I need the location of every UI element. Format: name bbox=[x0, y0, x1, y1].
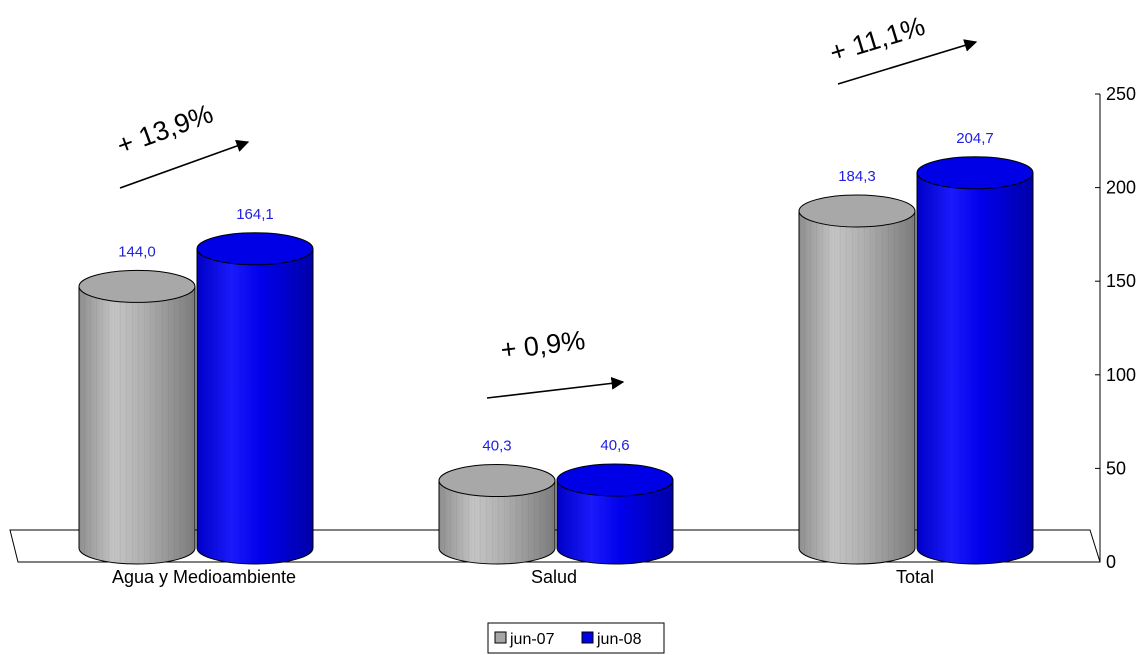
x-axis: Agua y Medioambiente Salud Total bbox=[112, 567, 934, 587]
bar-jun-07-total bbox=[798, 194, 916, 565]
growth-arrow-agua bbox=[119, 139, 250, 189]
annotation-salud: + 0,9% bbox=[486, 325, 625, 399]
category-label-agua: Agua y Medioambiente bbox=[112, 567, 296, 587]
bar-jun-08-salud bbox=[556, 463, 674, 565]
growth-label-total: + 11,1% bbox=[826, 11, 928, 68]
cylinder-top bbox=[196, 232, 314, 266]
y-axis: 0 50 100 150 200 250 bbox=[1095, 84, 1136, 572]
legend: jun-07 jun-08 bbox=[487, 622, 665, 654]
annotation-total: + 11,1% bbox=[826, 11, 978, 85]
data-label-jun-07-total: 184,3 bbox=[838, 168, 876, 185]
growth-arrow-total bbox=[837, 39, 978, 85]
cylinder-top bbox=[78, 269, 196, 303]
cylinder-shading bbox=[557, 479, 673, 564]
cylinder-top bbox=[556, 463, 674, 497]
bars: 144,0 164,1 40,3 40,6 184,3 204,7 bbox=[78, 130, 1034, 565]
growth-label-salud: + 0,9% bbox=[499, 325, 587, 365]
data-label-jun-07-agua: 144,0 bbox=[118, 243, 156, 260]
cylinder-top bbox=[438, 464, 556, 498]
data-label-jun-07-salud: 40,3 bbox=[482, 438, 511, 455]
y-tick-label: 50 bbox=[1106, 458, 1126, 478]
cylinder-shading bbox=[439, 480, 555, 564]
data-label-jun-08-salud: 40,6 bbox=[600, 437, 629, 454]
bar-jun-07-agua bbox=[78, 269, 196, 565]
bar-jun-08-total bbox=[916, 156, 1034, 565]
legend-swatch-jun-07 bbox=[494, 631, 507, 644]
y-tick-label: 100 bbox=[1106, 365, 1136, 385]
y-tick-label: 200 bbox=[1106, 178, 1136, 198]
data-label-jun-08-total: 204,7 bbox=[956, 130, 994, 147]
bar-jun-07-salud bbox=[438, 464, 556, 565]
cylinder-shading bbox=[799, 210, 915, 564]
legend-frame bbox=[487, 622, 665, 654]
category-label-salud: Salud bbox=[531, 567, 577, 587]
cylinder-top bbox=[798, 194, 916, 228]
cylinder-shading bbox=[197, 248, 313, 564]
category-label-total: Total bbox=[896, 567, 934, 587]
y-tick-label: 150 bbox=[1106, 271, 1136, 291]
y-tick-group: 0 50 100 150 200 250 bbox=[1095, 84, 1136, 572]
data-label-jun-08-agua: 164,1 bbox=[236, 206, 274, 223]
legend-label-jun-08: jun-08 bbox=[596, 631, 642, 648]
cylinder-top bbox=[916, 156, 1034, 190]
growth-label-agua: + 13,9% bbox=[113, 98, 217, 160]
y-tick-label: 250 bbox=[1106, 84, 1136, 104]
bar-jun-08-agua bbox=[196, 232, 314, 565]
y-tick-label: 0 bbox=[1106, 552, 1116, 572]
cylinder-shading bbox=[917, 172, 1033, 564]
legend-swatch-jun-08 bbox=[581, 631, 594, 644]
growth-arrow-salud bbox=[486, 376, 625, 399]
legend-label-jun-07: jun-07 bbox=[509, 631, 555, 648]
annotation-agua: + 13,9% bbox=[113, 98, 250, 189]
cylinder-shading bbox=[79, 286, 195, 564]
